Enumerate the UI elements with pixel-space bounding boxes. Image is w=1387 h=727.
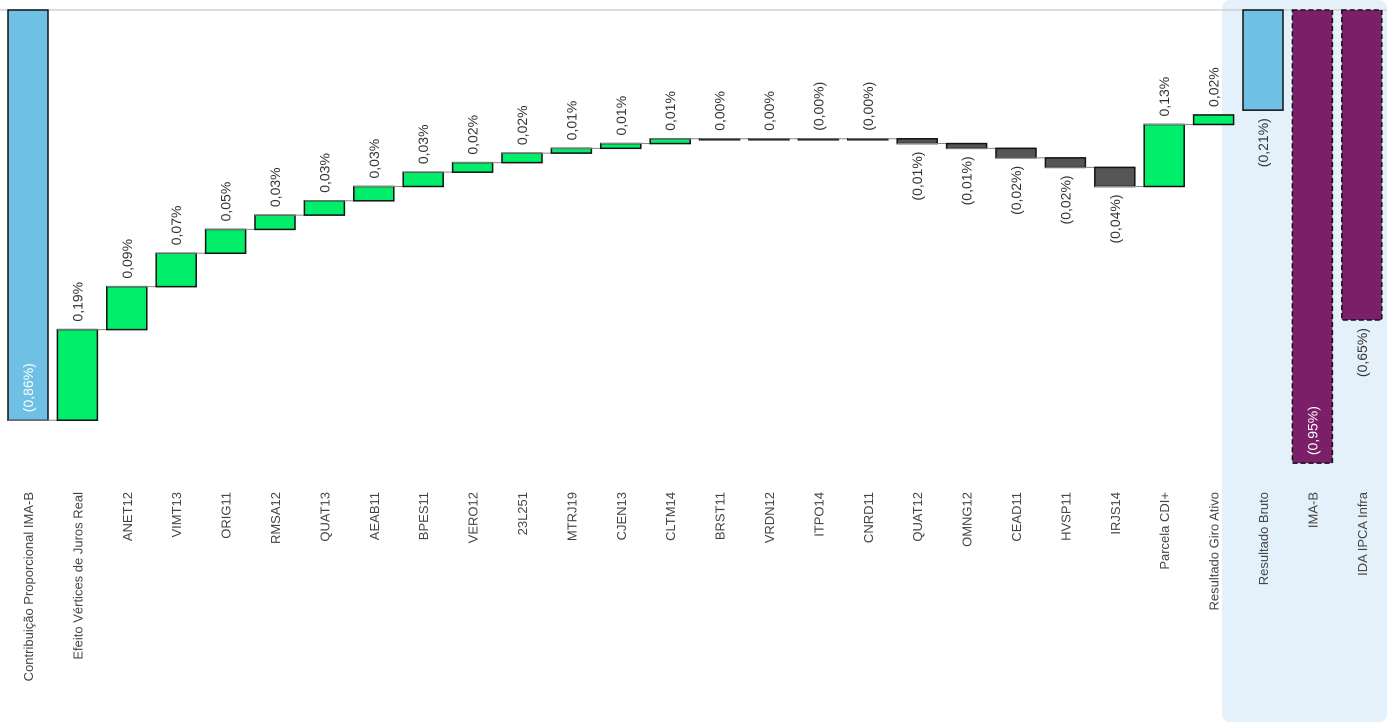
value-label: (0,00%) [860, 82, 876, 131]
value-label: 0,03% [267, 167, 283, 207]
category-label: IDA IPCA Infra [1355, 491, 1370, 576]
value-label: 0,00% [761, 91, 777, 131]
category-label: ANET12 [120, 492, 135, 541]
value-label: (0,02%) [1057, 175, 1073, 224]
value-label: 0,13% [1156, 77, 1172, 117]
value-label: (0,02%) [1008, 166, 1024, 215]
bar [501, 152, 543, 164]
category-label: IRJS14 [1108, 492, 1123, 535]
value-label: 0,02% [1206, 67, 1222, 107]
category-label: CJEN13 [614, 492, 629, 540]
bar [1341, 9, 1383, 321]
value-label: (0,01%) [959, 156, 975, 205]
category-label: VRDN12 [762, 492, 777, 543]
bar [254, 214, 296, 231]
bar [649, 138, 691, 145]
bar [1291, 9, 1334, 464]
category-label: CEAD11 [1009, 492, 1024, 542]
category-label: RMSA12 [268, 492, 283, 544]
value-label: 0,01% [613, 96, 629, 136]
bar [402, 171, 444, 188]
bar [1143, 123, 1185, 188]
category-label: VERO12 [466, 492, 481, 543]
value-label: (0,95%) [1304, 406, 1320, 455]
value-label: 0,01% [662, 91, 678, 131]
category-label: CLTM14 [663, 492, 678, 541]
value-label: 0,03% [415, 124, 431, 164]
bar [945, 142, 988, 150]
category-label: ITPO14 [811, 492, 826, 537]
value-label: 0,05% [218, 182, 234, 222]
value-label: (0,04%) [1107, 194, 1123, 243]
value-label: (0,00%) [810, 82, 826, 131]
value-label: (0,01%) [909, 152, 925, 201]
value-label: 0,03% [316, 153, 332, 193]
bar [550, 147, 593, 154]
bar [1242, 9, 1284, 111]
value-label: 0,09% [119, 239, 135, 279]
bar [7, 9, 49, 421]
bar [204, 228, 247, 255]
category-label: QUAT13 [317, 492, 332, 542]
category-label: AEAB11 [367, 492, 382, 540]
value-label: (0,86%) [20, 363, 36, 412]
value-label: 0,02% [465, 115, 481, 155]
category-label: Resultado Giro Ativo [1207, 492, 1222, 611]
value-label: 0,02% [514, 105, 530, 145]
bar [56, 328, 99, 421]
bar [106, 285, 148, 331]
value-label: (0,65%) [1354, 328, 1370, 377]
category-label: QUAT12 [910, 492, 925, 542]
category-label: Resultado Bruto [1256, 492, 1271, 585]
value-label: 0,01% [563, 101, 579, 141]
category-label: Parcela CDI+ [1157, 492, 1172, 570]
category-label: VIMT13 [169, 492, 184, 538]
category-label: BRST11 [713, 492, 728, 540]
category-label: ORIG11 [219, 492, 234, 539]
category-label: MTRJ19 [564, 492, 579, 541]
bar [1044, 157, 1087, 169]
bar [451, 161, 494, 173]
value-label: 0,19% [69, 282, 85, 322]
category-label: BPES11 [416, 492, 431, 540]
value-label: (0,21%) [1255, 118, 1271, 167]
category-label: 23L251 [515, 492, 530, 535]
bar [1094, 166, 1136, 188]
category-label: HVSP11 [1058, 492, 1073, 541]
bar [896, 138, 938, 145]
category-label: IMA-B [1305, 492, 1320, 528]
bar [600, 142, 642, 150]
category-label: Contribuição Proporcional IMA-B [21, 492, 36, 681]
value-label: 0,00% [712, 91, 728, 131]
bar [1192, 114, 1235, 126]
bar [303, 200, 346, 216]
category-label: Efeito Vértices de Juros Real [70, 492, 85, 660]
bar [995, 147, 1037, 159]
bar [353, 185, 395, 202]
category-label: OMNG12 [960, 492, 975, 547]
bar [155, 252, 197, 288]
value-label: 0,07% [168, 206, 184, 246]
category-label: CNRD11 [861, 492, 876, 543]
value-label: 0,03% [366, 139, 382, 179]
